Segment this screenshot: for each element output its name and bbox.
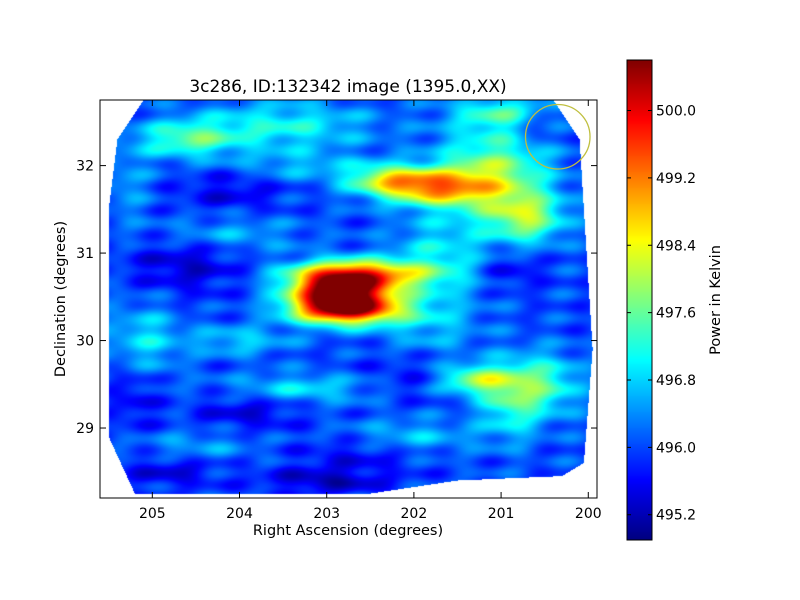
y-tick-label: 32 xyxy=(76,159,94,175)
colorbar-tick-label: 497.6 xyxy=(656,306,696,322)
x-tick-label: 204 xyxy=(226,506,253,522)
x-axis-label: Right Ascension (degrees) xyxy=(253,523,443,539)
x-tick-label: 200 xyxy=(575,506,602,522)
marker-circle xyxy=(524,103,591,170)
y-tick-label: 31 xyxy=(76,246,94,262)
colorbar-label: Power in Kelvin xyxy=(708,245,724,355)
colorbar-tick-label: 499.2 xyxy=(656,171,696,187)
colorbar-tick-label: 496.8 xyxy=(656,373,696,389)
y-axis-label: Declination (degrees) xyxy=(53,221,69,377)
colorbar-tick-label: 500.0 xyxy=(656,104,696,120)
colorbar-gradient xyxy=(627,60,652,540)
y-tick-label: 29 xyxy=(76,421,94,437)
colorbar-frame xyxy=(626,59,653,541)
colorbar-ticks: 495.2 496.0 496.8 497.6 498.4 499.2 500.0 xyxy=(627,104,696,524)
x-tick-label: 201 xyxy=(488,506,515,522)
heatmap-image xyxy=(100,100,597,498)
colorbar-tick-label: 498.4 xyxy=(656,238,696,254)
colorbar-tick-label: 496.0 xyxy=(656,440,696,456)
x-tick-label: 203 xyxy=(313,506,340,522)
x-axis: 205 204 203 202 201 200 xyxy=(139,100,602,522)
colorbar-tick-label: 495.2 xyxy=(656,508,696,524)
y-axis: 29 30 31 32 xyxy=(76,159,597,437)
y-tick-label: 30 xyxy=(76,334,94,350)
plot-frame xyxy=(99,99,598,499)
colorbar: 495.2 496.0 496.8 497.6 498.4 499.2 500.0 Powe… xyxy=(626,59,724,541)
plot-area xyxy=(99,99,598,499)
x-tick-label: 205 xyxy=(139,506,166,522)
x-tick-label: 202 xyxy=(401,506,428,522)
chart-title: 3c286, ID:132342 image (1395.0,XX) xyxy=(189,77,506,97)
